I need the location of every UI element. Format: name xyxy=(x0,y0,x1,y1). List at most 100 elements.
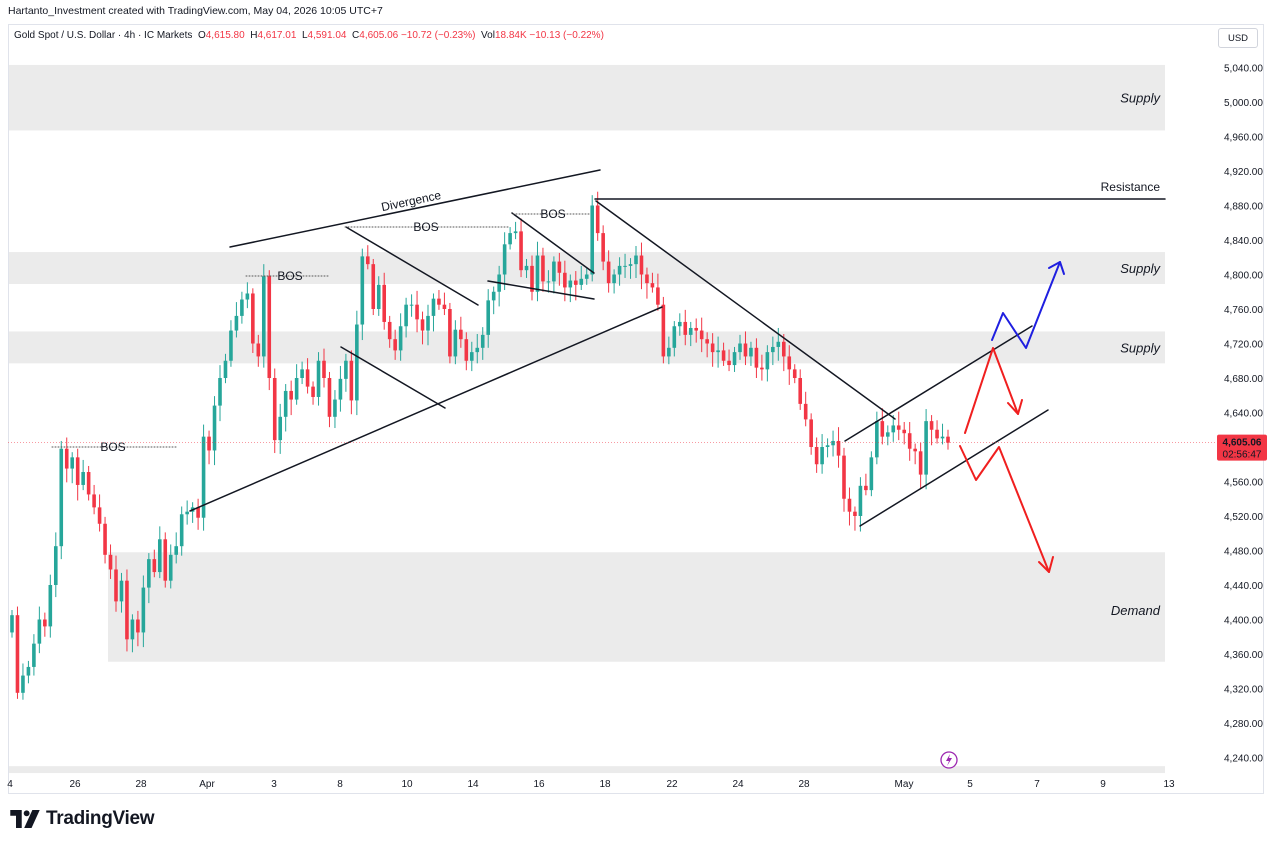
y-tick-label: 4,360.00 xyxy=(1224,650,1263,661)
candle-body xyxy=(694,327,699,331)
x-tick-label: 10 xyxy=(401,779,413,790)
candle-body xyxy=(355,324,359,401)
tradingview-logo[interactable]: TradingView xyxy=(10,808,155,830)
candle-body xyxy=(732,352,737,366)
candle-body xyxy=(174,546,179,555)
candle-body xyxy=(792,369,797,378)
candle-body xyxy=(442,304,447,309)
channel-upper-line xyxy=(844,325,1033,442)
candle-body xyxy=(469,352,474,361)
candle-body xyxy=(393,339,397,351)
candle-body xyxy=(535,255,540,292)
candle-body xyxy=(256,343,261,357)
candle-body xyxy=(103,523,107,555)
volume-key: Vol xyxy=(481,30,495,41)
y-tick-label: 4,440.00 xyxy=(1224,581,1263,592)
candle-body xyxy=(43,619,47,627)
open-key: O xyxy=(197,30,206,41)
x-tick-label: 3 xyxy=(271,779,277,790)
candle-body xyxy=(710,343,715,353)
candle-body xyxy=(387,321,392,340)
candle-body xyxy=(880,421,885,437)
wedge-upper-line xyxy=(511,212,595,274)
candle-body xyxy=(935,429,939,439)
candle-body xyxy=(349,360,354,401)
candle-body xyxy=(672,326,677,348)
candle-body xyxy=(896,425,901,430)
candle-body xyxy=(929,421,934,430)
y-tick-label: 4,720.00 xyxy=(1224,340,1263,351)
candle-body xyxy=(825,445,830,447)
x-tick-label: 14 xyxy=(467,779,479,790)
y-tick-label: 4,480.00 xyxy=(1224,547,1263,558)
candle-body xyxy=(858,485,863,516)
y-tick-label: 4,920.00 xyxy=(1224,167,1263,178)
candle-body xyxy=(557,261,562,273)
bos-label: BOS xyxy=(277,269,302,283)
candle-body xyxy=(409,304,414,306)
candle-body xyxy=(940,436,945,439)
candle-body xyxy=(130,619,135,640)
candle-body xyxy=(869,457,874,491)
currency-button[interactable]: USD xyxy=(1218,28,1258,48)
candle-body xyxy=(601,233,605,262)
high-key: H xyxy=(250,30,258,41)
wedge-lower-line xyxy=(487,280,595,300)
chart-frame xyxy=(8,24,1264,794)
y-tick-label: 4,280.00 xyxy=(1224,719,1263,730)
candle-body xyxy=(656,287,660,305)
volume-value: 18.84K −10.13 (−0.22%) xyxy=(494,30,604,41)
x-tick-label: Apr xyxy=(199,779,215,790)
candle-body xyxy=(371,264,376,309)
y-tick-label: 4,520.00 xyxy=(1224,512,1263,523)
price-tag xyxy=(1217,434,1267,461)
candle-body xyxy=(831,440,835,446)
candle-body xyxy=(875,421,879,458)
x-tick-label: 7 xyxy=(1034,779,1040,790)
bos-label: BOS xyxy=(100,440,125,454)
candle-body xyxy=(75,457,80,485)
candle-body xyxy=(842,455,846,499)
candle-body xyxy=(612,274,616,284)
candle-body xyxy=(218,378,222,406)
blue-arrowhead xyxy=(1048,261,1065,275)
candle-body xyxy=(245,293,250,300)
candle-body xyxy=(327,378,332,417)
candle-body xyxy=(853,511,857,516)
candle-body xyxy=(289,390,293,400)
candle-body xyxy=(475,347,480,353)
candle-body xyxy=(820,447,824,465)
candle-body xyxy=(212,405,217,451)
divergence-label: Divergence xyxy=(380,188,443,214)
candle-body xyxy=(86,472,91,495)
y-tick-label: 5,000.00 xyxy=(1224,98,1263,109)
y-tick-label: 4,240.00 xyxy=(1224,754,1263,765)
y-tick-label: 4,320.00 xyxy=(1224,685,1263,696)
candle-body xyxy=(502,244,507,275)
candle-body xyxy=(338,378,343,400)
candle-body xyxy=(864,485,868,491)
candle-body xyxy=(10,615,14,633)
candle-body xyxy=(721,350,726,361)
candle-body xyxy=(623,265,627,267)
candle-body xyxy=(568,280,573,288)
y-tick-label: 4,640.00 xyxy=(1224,409,1263,420)
candle-body xyxy=(667,347,671,357)
candle-body xyxy=(645,274,649,284)
y-tick-label: 4,560.00 xyxy=(1224,478,1263,489)
candle-body xyxy=(606,261,611,284)
candle-body xyxy=(240,299,244,316)
zone-5 xyxy=(9,766,1165,774)
candle-body xyxy=(530,265,534,292)
candle-body xyxy=(918,451,923,475)
y-tick-label: 4,840.00 xyxy=(1224,236,1263,247)
candle-body xyxy=(431,298,436,316)
x-tick-label: 4 xyxy=(7,779,13,790)
zone-label-supply: Supply xyxy=(1120,261,1161,276)
candle-body xyxy=(420,319,425,331)
candle-body xyxy=(513,231,518,234)
candle-body xyxy=(207,436,211,451)
candle-body xyxy=(765,352,770,370)
x-tick-label: 16 xyxy=(533,779,545,790)
